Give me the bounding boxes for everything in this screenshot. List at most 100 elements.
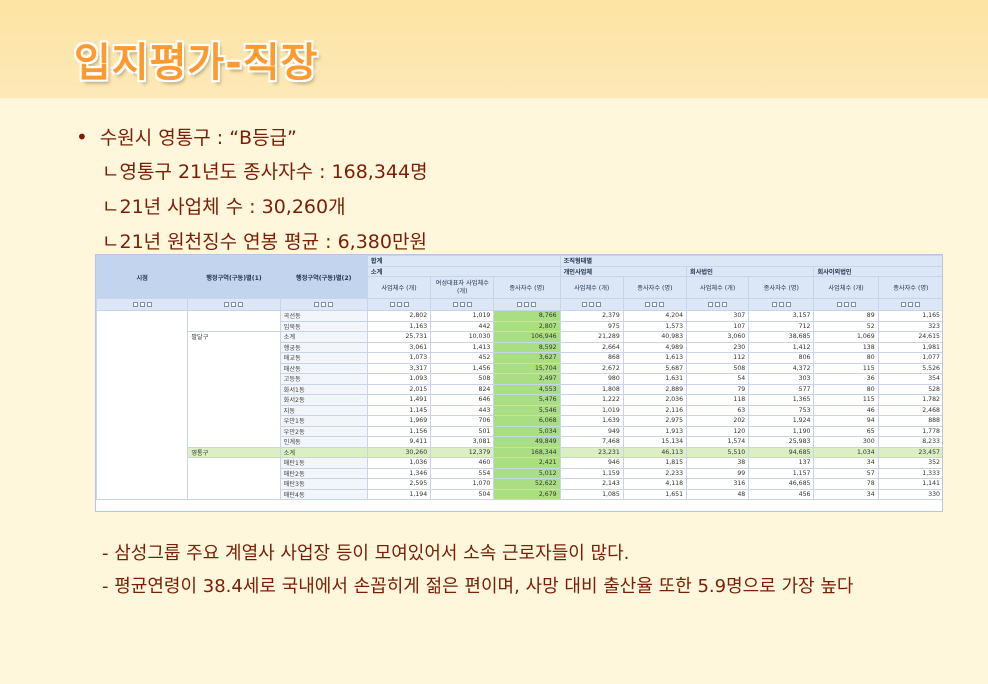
header-sigun: 시점: [96, 255, 189, 299]
value-cell: 1,190: [748, 425, 815, 437]
value-cell: 38,685: [748, 331, 815, 343]
value-cell: 6,068: [493, 415, 561, 427]
gu-cell: [187, 310, 281, 332]
value-cell: 1,159: [559, 467, 624, 479]
value-cell: 115: [813, 362, 879, 374]
sort-button-icon[interactable]: [645, 301, 651, 307]
value-cell: 501: [430, 425, 495, 437]
value-cell: 1,145: [366, 404, 432, 416]
value-cell: 352: [877, 457, 942, 469]
sort-button-icon[interactable]: [403, 301, 409, 307]
value-cell: 4,118: [622, 478, 688, 490]
sort-control-cell: [493, 298, 561, 311]
value-cell: 868: [559, 352, 624, 364]
value-cell: 137: [748, 457, 815, 469]
value-cell: 79: [686, 383, 750, 395]
sort-button-icon[interactable]: [908, 301, 914, 307]
value-cell: 1,077: [877, 352, 942, 364]
sort-button-icon[interactable]: [314, 301, 320, 307]
sort-button-icon[interactable]: [778, 301, 784, 307]
table-row: 화서1동 2,015 824 4,553 1,808 2,889 79 577 80 528: [97, 383, 942, 395]
slide-title: 입지평가-직장: [74, 40, 319, 86]
header-biz: 사업체수 (개): [366, 276, 432, 299]
sort-button-icon[interactable]: [596, 301, 602, 307]
value-cell: 24,615: [877, 331, 942, 343]
gu-cell: [187, 457, 281, 500]
dong-cell: 우만2동: [279, 425, 368, 437]
dong-cell: 곡선동: [279, 310, 368, 322]
value-cell: 323: [877, 320, 942, 332]
sort-control-cell: [813, 298, 879, 311]
value-cell: 52,622: [493, 478, 561, 490]
value-cell: 230: [686, 341, 750, 353]
sort-button-icon[interactable]: [328, 301, 334, 307]
sort-button-icon[interactable]: [146, 301, 152, 307]
sort-button-icon[interactable]: [836, 301, 842, 307]
dong-cell: 매산동: [279, 362, 368, 374]
value-cell: 30,260: [366, 446, 432, 458]
value-cell: 2,497: [493, 373, 561, 385]
value-cell: 1,969: [366, 415, 432, 427]
sort-button-icon[interactable]: [582, 301, 588, 307]
value-cell: 1,574: [686, 436, 750, 448]
sort-button-icon[interactable]: [224, 301, 230, 307]
value-cell: 1,631: [622, 373, 688, 385]
sort-button-icon[interactable]: [531, 301, 537, 307]
dong-cell: 인계동: [279, 436, 368, 448]
sort-button-icon[interactable]: [459, 301, 465, 307]
value-cell: 1,141: [877, 478, 942, 490]
value-cell: 4,204: [622, 310, 688, 322]
sort-button-icon[interactable]: [139, 301, 145, 307]
value-cell: 5,012: [493, 467, 561, 479]
sort-button-icon[interactable]: [396, 301, 402, 307]
sort-button-icon[interactable]: [785, 301, 791, 307]
sort-button-icon[interactable]: [238, 301, 244, 307]
sort-button-icon[interactable]: [850, 301, 856, 307]
sort-control-cell: [430, 298, 495, 311]
value-cell: 34: [813, 457, 879, 469]
value-cell: 646: [430, 394, 495, 406]
value-cell: 115: [813, 394, 879, 406]
value-cell: 452: [430, 352, 495, 364]
sort-button-icon[interactable]: [652, 301, 658, 307]
value-cell: 25,731: [366, 331, 432, 343]
value-cell: 1,019: [559, 404, 624, 416]
value-cell: 2,233: [622, 467, 688, 479]
value-cell: 36: [813, 373, 879, 385]
value-cell: 303: [748, 373, 815, 385]
sort-button-icon[interactable]: [231, 301, 237, 307]
sort-button-icon[interactable]: [132, 301, 138, 307]
sort-button-icon[interactable]: [589, 301, 595, 307]
sort-button-icon[interactable]: [715, 301, 721, 307]
value-cell: 300: [813, 436, 879, 448]
header-hoesa: 회사법인: [686, 265, 815, 277]
header-emp: 종사자수 (명): [877, 276, 942, 299]
sort-button-icon[interactable]: [452, 301, 458, 307]
sort-button-icon[interactable]: [524, 301, 530, 307]
value-cell: 1,036: [366, 457, 432, 469]
sort-button-icon[interactable]: [901, 301, 907, 307]
value-cell: 10,030: [430, 331, 495, 343]
value-cell: 5,546: [493, 404, 561, 416]
value-cell: 1,093: [366, 373, 432, 385]
header-jojik: 조직형태별: [559, 255, 942, 267]
sort-button-icon[interactable]: [466, 301, 472, 307]
sort-button-icon[interactable]: [915, 301, 921, 307]
sort-button-icon[interactable]: [389, 301, 395, 307]
value-cell: 5,034: [493, 425, 561, 437]
sort-button-icon[interactable]: [771, 301, 777, 307]
bullet-text: 수원시 영통구 : “B등급”: [99, 127, 297, 149]
value-cell: 12,379: [430, 446, 495, 458]
sort-button-icon[interactable]: [722, 301, 728, 307]
sort-button-icon[interactable]: [659, 301, 665, 307]
sort-button-icon[interactable]: [517, 301, 523, 307]
value-cell: 1,194: [366, 488, 432, 500]
header-biz: 사업체수 (개): [686, 276, 750, 299]
value-cell: 7,468: [559, 436, 624, 448]
value-cell: 4,553: [493, 383, 561, 395]
value-cell: 949: [559, 425, 624, 437]
value-cell: 15,134: [622, 436, 688, 448]
sort-button-icon[interactable]: [708, 301, 714, 307]
sort-button-icon[interactable]: [843, 301, 849, 307]
sort-button-icon[interactable]: [321, 301, 327, 307]
